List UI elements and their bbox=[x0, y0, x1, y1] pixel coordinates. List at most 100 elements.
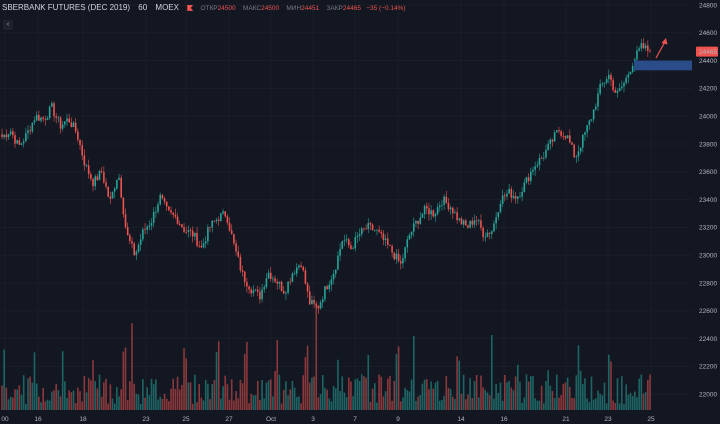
volume-bar bbox=[436, 380, 439, 410]
volume-bar bbox=[612, 400, 614, 410]
volume-bar bbox=[421, 383, 424, 410]
candle-body bbox=[70, 122, 73, 128]
volume-bar bbox=[51, 391, 53, 410]
volume-bar bbox=[9, 396, 12, 410]
volume-bar bbox=[272, 396, 274, 410]
volume-bar bbox=[228, 399, 231, 410]
price-tick-label: 23400 bbox=[699, 197, 717, 204]
candle-body bbox=[269, 272, 272, 280]
volume-bar bbox=[337, 359, 339, 410]
volume-bar bbox=[252, 395, 255, 410]
candle-body bbox=[356, 235, 359, 238]
volume-bar bbox=[547, 370, 549, 410]
time-tick-label: 00 bbox=[1, 416, 9, 423]
volume-bar bbox=[350, 381, 352, 410]
candle-body bbox=[226, 216, 229, 223]
candle-body bbox=[482, 227, 484, 237]
candle-body bbox=[222, 211, 224, 214]
volume-bar bbox=[120, 389, 122, 410]
volume-bar bbox=[191, 403, 194, 410]
volume-bar bbox=[573, 398, 575, 410]
price-tick-label: 24600 bbox=[699, 30, 717, 37]
candle-body bbox=[5, 134, 8, 138]
candle-body bbox=[64, 121, 66, 125]
volume-bar bbox=[306, 345, 309, 410]
candle-body bbox=[404, 247, 406, 259]
candle-body bbox=[315, 303, 318, 306]
candle-body bbox=[343, 240, 346, 242]
volume-bar bbox=[482, 387, 484, 410]
candle-body bbox=[250, 289, 253, 294]
volume-bar bbox=[419, 395, 422, 410]
time-tick-label: 16 bbox=[34, 416, 42, 423]
time-tick-label: 23 bbox=[604, 416, 612, 423]
volume-bar bbox=[432, 388, 435, 410]
candle-body bbox=[131, 241, 133, 244]
candle-body bbox=[285, 292, 287, 294]
volume-bar bbox=[441, 399, 443, 410]
candle-body bbox=[239, 256, 242, 271]
volume-bar bbox=[562, 384, 565, 410]
candle-body bbox=[204, 241, 207, 244]
candle-body bbox=[547, 143, 549, 151]
price-tick-label: 22400 bbox=[699, 336, 717, 343]
volume-bar bbox=[126, 400, 129, 410]
candle-body bbox=[161, 194, 164, 199]
interval-label[interactable]: 60 bbox=[138, 3, 148, 12]
volume-bar bbox=[451, 396, 454, 410]
volume-bar bbox=[556, 374, 558, 410]
candle-body bbox=[608, 74, 610, 80]
volume-bar bbox=[631, 395, 634, 410]
volume-bar bbox=[579, 370, 582, 410]
volume-bar bbox=[18, 385, 21, 410]
candle-body bbox=[241, 270, 244, 272]
candle-body bbox=[458, 218, 461, 221]
candle-body bbox=[389, 244, 391, 246]
time-tick-label: 18 bbox=[79, 416, 87, 423]
volume-bar bbox=[178, 389, 181, 410]
candle-body bbox=[96, 176, 99, 181]
candle-body bbox=[25, 133, 27, 142]
candle-body bbox=[521, 191, 523, 197]
symbol-name[interactable]: SBERBANK FUTURES (DEC 2019) bbox=[2, 3, 131, 12]
price-tick-label: 23600 bbox=[699, 169, 717, 176]
volume-bar bbox=[176, 376, 179, 410]
candle-body bbox=[196, 232, 198, 246]
collapse-legend-button[interactable]: ‹ bbox=[3, 20, 13, 30]
candle-body bbox=[618, 88, 621, 91]
volume-bar bbox=[109, 384, 112, 410]
volume-bar bbox=[14, 389, 16, 410]
candle-body bbox=[172, 212, 175, 215]
volume-bar bbox=[471, 397, 474, 410]
candle-body bbox=[308, 291, 311, 305]
candle-body bbox=[456, 212, 458, 221]
candle-body bbox=[425, 206, 428, 209]
volume-bar bbox=[29, 376, 31, 410]
volume-bar bbox=[603, 382, 606, 410]
candle-body bbox=[295, 267, 298, 274]
open-value: 24500 bbox=[217, 5, 236, 12]
candle-body bbox=[551, 139, 554, 142]
volume-bar bbox=[423, 379, 426, 410]
volume-bar bbox=[53, 390, 55, 410]
volume-bar bbox=[462, 374, 465, 410]
time-tick-label: 9 bbox=[396, 416, 400, 423]
candle-body bbox=[103, 172, 105, 183]
volume-bar bbox=[369, 401, 372, 410]
candle-body bbox=[534, 166, 536, 170]
volume-bar bbox=[495, 384, 497, 410]
candle-body bbox=[48, 106, 51, 119]
time-tick-label: 27 bbox=[225, 416, 233, 423]
time-tick-label: 23 bbox=[142, 416, 150, 423]
candle-body bbox=[159, 194, 162, 205]
volume-bar bbox=[382, 396, 385, 410]
volume-bar bbox=[213, 379, 216, 410]
volume-bar bbox=[438, 400, 441, 410]
volume-bar bbox=[68, 390, 70, 410]
volume-bar bbox=[111, 398, 114, 410]
candle-body bbox=[57, 117, 60, 119]
volume-bar bbox=[144, 397, 146, 410]
volume-bar bbox=[137, 394, 140, 410]
volume-bar bbox=[356, 378, 359, 410]
